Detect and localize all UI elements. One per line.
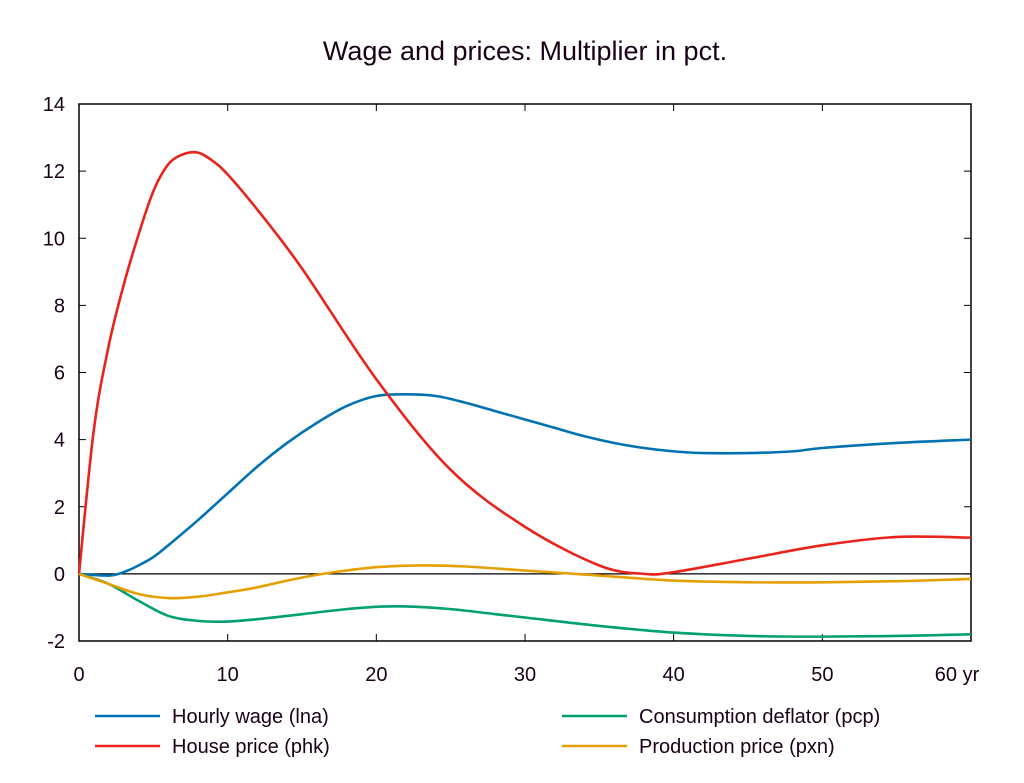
- series-line-2: [78, 572, 972, 638]
- series-lines: [77, 150, 972, 638]
- series-line-0: [78, 393, 972, 577]
- legend-label: House price (phk): [172, 736, 330, 758]
- series-line-1: [77, 150, 972, 576]
- axes: -2 0 2 4 6 8 10 12 14 0 10 20 30 40 50 60 yr: [43, 94, 980, 686]
- y-tick-label: 12: [43, 161, 65, 183]
- y-tick-label: 14: [43, 94, 65, 116]
- y-tick-label: 6: [54, 363, 65, 385]
- y-tick-label: 4: [54, 430, 65, 452]
- legend-label: Production price (pxn): [639, 736, 835, 758]
- series-line-3: [78, 564, 972, 600]
- y-tick-label: -2: [47, 631, 65, 653]
- y-tick-label: 8: [54, 295, 65, 317]
- y-tick-label: 10: [43, 228, 65, 250]
- x-tick-label: 0: [73, 664, 84, 686]
- x-tick-label: 50: [811, 664, 833, 686]
- chart-title: Wage and prices: Multiplier in pct.: [323, 36, 727, 66]
- legend: Hourly wage (lna) House price (phk) Consum…: [95, 706, 880, 758]
- x-tick-label: 30: [514, 664, 536, 686]
- x-tick-label: 60 yr: [935, 664, 980, 686]
- x-tick-label: 20: [365, 664, 387, 686]
- legend-label: Consumption deflator (pcp): [639, 706, 880, 728]
- y-tick-label: 0: [54, 564, 65, 586]
- plot-frame: [78, 103, 972, 642]
- x-tick-label: 40: [663, 664, 685, 686]
- x-tick-label: 10: [217, 664, 239, 686]
- y-tick-label: 2: [54, 497, 65, 519]
- legend-label: Hourly wage (lna): [172, 706, 329, 728]
